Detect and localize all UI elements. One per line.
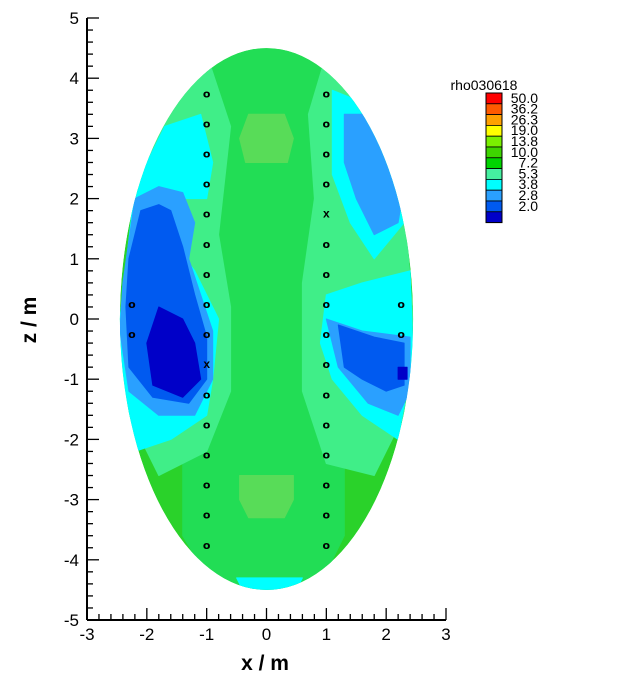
legend-colorbar-frame: [485, 92, 503, 224]
x-tick-label: 3: [441, 625, 450, 644]
legend-swatch: [485, 157, 503, 170]
legend-level-label: 7.2: [519, 155, 539, 171]
legend-swatch: [485, 92, 503, 105]
legend-level-label: 13.8: [511, 133, 538, 149]
electrode-o-marker: o: [397, 328, 405, 341]
legend-level-label: 36.2: [511, 101, 538, 117]
legend: rho03061850.036.226.319.013.810.07.25.33…: [451, 77, 539, 224]
electrode-o-marker: o: [323, 87, 331, 100]
electrode-o-marker: o: [203, 479, 211, 492]
legend-swatch: [485, 125, 503, 137]
y-tick-label: -3: [64, 491, 79, 510]
legend-swatch: [485, 178, 503, 191]
legend-level-label: 2.8: [519, 187, 539, 203]
electrode-o-marker: o: [323, 117, 331, 130]
y-tick-label: -2: [64, 430, 79, 449]
electrode-o-marker: o: [323, 509, 331, 522]
electrode-o-marker: o: [323, 147, 331, 160]
electrode-o-marker: o: [203, 328, 211, 341]
legend-swatch: [485, 200, 503, 213]
legend-swatch: [485, 135, 503, 148]
electrode-o-marker: o: [323, 448, 331, 461]
electrode-o-marker: o: [203, 388, 211, 401]
electrode-o-marker: o: [323, 388, 331, 401]
electrode-o-marker: o: [323, 479, 331, 492]
x-tick-label: -3: [79, 625, 94, 644]
electrode-o-marker: o: [128, 298, 136, 311]
electrode-o-marker: o: [203, 539, 211, 552]
y-tick-label: 3: [70, 129, 79, 148]
axes: -5 -4 -3 -2 -1 0 1 2 3 4 5 -3 -2 -1 0 1 2 3: [64, 9, 451, 644]
legend-swatch: [485, 146, 503, 159]
electrode-o-marker: o: [203, 208, 211, 221]
legend-level-label: 10.0: [511, 144, 538, 160]
electrode-x-marker: x: [323, 207, 330, 221]
y-tick-label: 5: [70, 9, 79, 28]
contour-region-11: [337, 324, 405, 392]
electrode-o-marker: o: [203, 178, 211, 191]
legend-swatch: [485, 189, 503, 202]
contour-field: [119, 48, 414, 590]
legend-level-label: 50.0: [511, 90, 538, 106]
contour-region-14: [239, 113, 294, 163]
electrode-o-marker: o: [323, 268, 331, 281]
electrode-o-marker: o: [203, 418, 211, 431]
electrode-o-marker: o: [323, 539, 331, 552]
electrode-o-marker: o: [323, 178, 331, 191]
x-tick-label: 1: [322, 625, 331, 644]
electrode-o-marker: o: [323, 328, 331, 341]
electrode-o-marker: o: [203, 298, 211, 311]
x-tick-label: -1: [199, 625, 214, 644]
x-tick-label: 2: [381, 625, 390, 644]
legend-level-label: 5.3: [519, 165, 539, 181]
electrode-o-marker: o: [203, 117, 211, 130]
legend-swatch: [485, 114, 503, 126]
legend-level-label: 3.8: [519, 176, 539, 192]
legend-swatch: [485, 211, 503, 224]
y-tick-label: -5: [64, 611, 79, 630]
contour-region-15: [239, 475, 294, 519]
legend-level-label: 19.0: [511, 122, 538, 138]
x-tick-label: -2: [139, 625, 154, 644]
x-tick-label: 0: [262, 625, 271, 644]
electrode-o-marker: o: [203, 147, 211, 160]
electrode-o-marker: o: [397, 298, 405, 311]
legend-swatch: [485, 168, 503, 180]
y-tick-label: -1: [64, 370, 79, 389]
electrode-o-marker: o: [323, 238, 331, 251]
y-tick-label: 4: [70, 69, 79, 88]
electrode-o-marker: o: [323, 418, 331, 431]
contour-region-12: [146, 306, 202, 398]
y-tick-label: 2: [70, 190, 79, 209]
electrode-o-marker: o: [203, 238, 211, 251]
y-tick-label: 1: [70, 250, 79, 269]
y-tick-label: -4: [64, 551, 79, 570]
legend-level-label: 26.3: [511, 111, 538, 127]
electrode-markers: o o o o o o o o o x o o o o o o o o o o x o o o o o o o o o o o o o o o: [128, 87, 405, 552]
electrode-o-marker: o: [203, 268, 211, 281]
electrode-o-marker: o: [323, 298, 331, 311]
contour-region-6: [236, 577, 303, 590]
legend-level-label: 2.0: [519, 198, 539, 214]
contour-region-13: [397, 366, 408, 380]
electrode-x-marker: x: [203, 357, 210, 371]
electrode-o-marker: o: [128, 328, 136, 341]
electrode-o-marker: o: [323, 358, 331, 371]
electrode-o-marker: o: [203, 509, 211, 522]
y-axis-title: z / m: [18, 297, 41, 344]
legend-title: rho030618: [451, 77, 518, 93]
y-tick-label: 0: [70, 310, 79, 329]
x-axis-title: x / m: [241, 652, 289, 675]
legend-swatch: [485, 103, 503, 116]
electrode-o-marker: o: [203, 87, 211, 100]
electrode-o-marker: o: [203, 448, 211, 461]
